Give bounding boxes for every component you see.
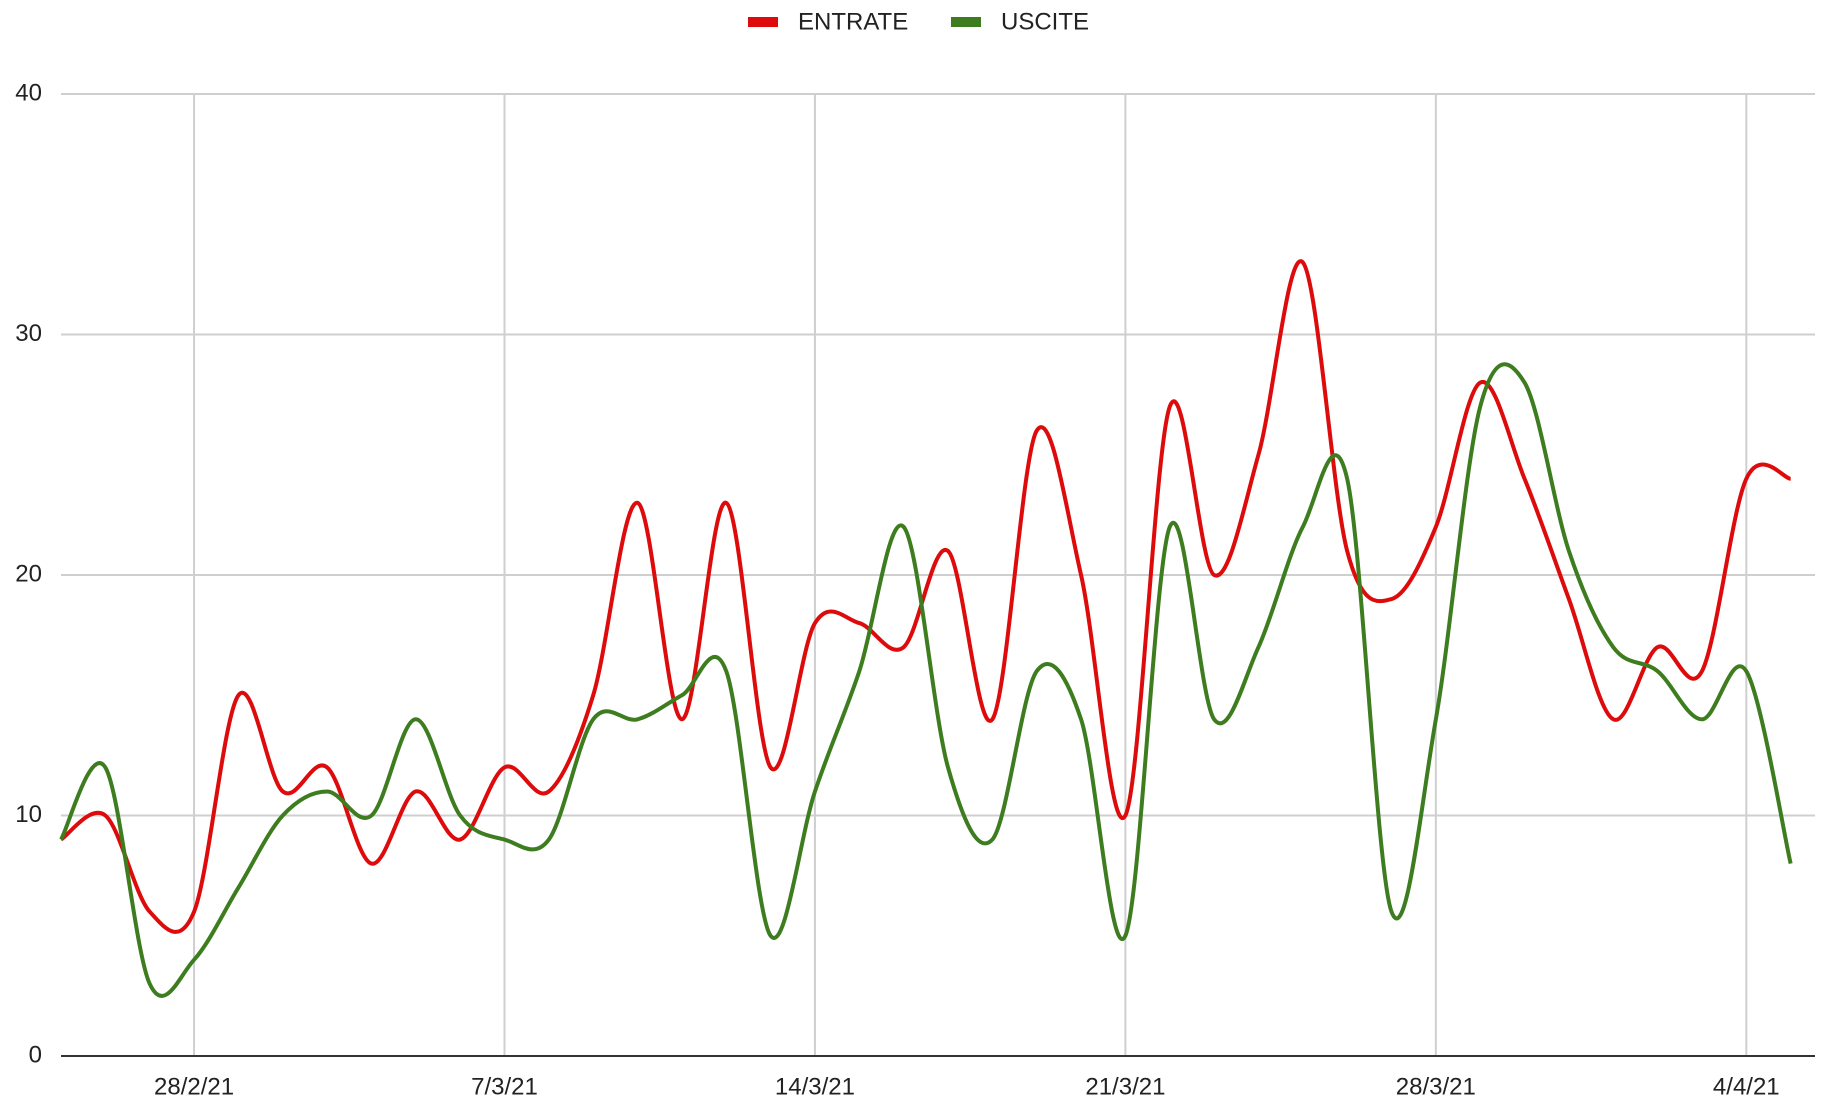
x-tick-label: 4/4/21 [1713,1073,1780,1100]
y-tick-label: 20 [15,560,42,587]
x-tick-label: 14/3/21 [775,1073,855,1100]
legend-swatch [951,17,981,27]
x-tick-label: 7/3/21 [471,1073,538,1100]
series-line [59,259,1792,934]
x-tick-label: 28/2/21 [154,1073,234,1100]
legend-label: ENTRATE [798,8,908,35]
y-tick-label: 40 [15,79,42,106]
x-tick-label: 21/3/21 [1085,1073,1165,1100]
y-tick-label: 0 [29,1041,42,1068]
legend-swatch [748,17,778,27]
series-line [59,362,1793,998]
y-tick-label: 10 [15,801,42,828]
y-tick-label: 30 [15,320,42,347]
legend-label: USCITE [1001,8,1089,35]
x-tick-label: 28/3/21 [1396,1073,1476,1100]
